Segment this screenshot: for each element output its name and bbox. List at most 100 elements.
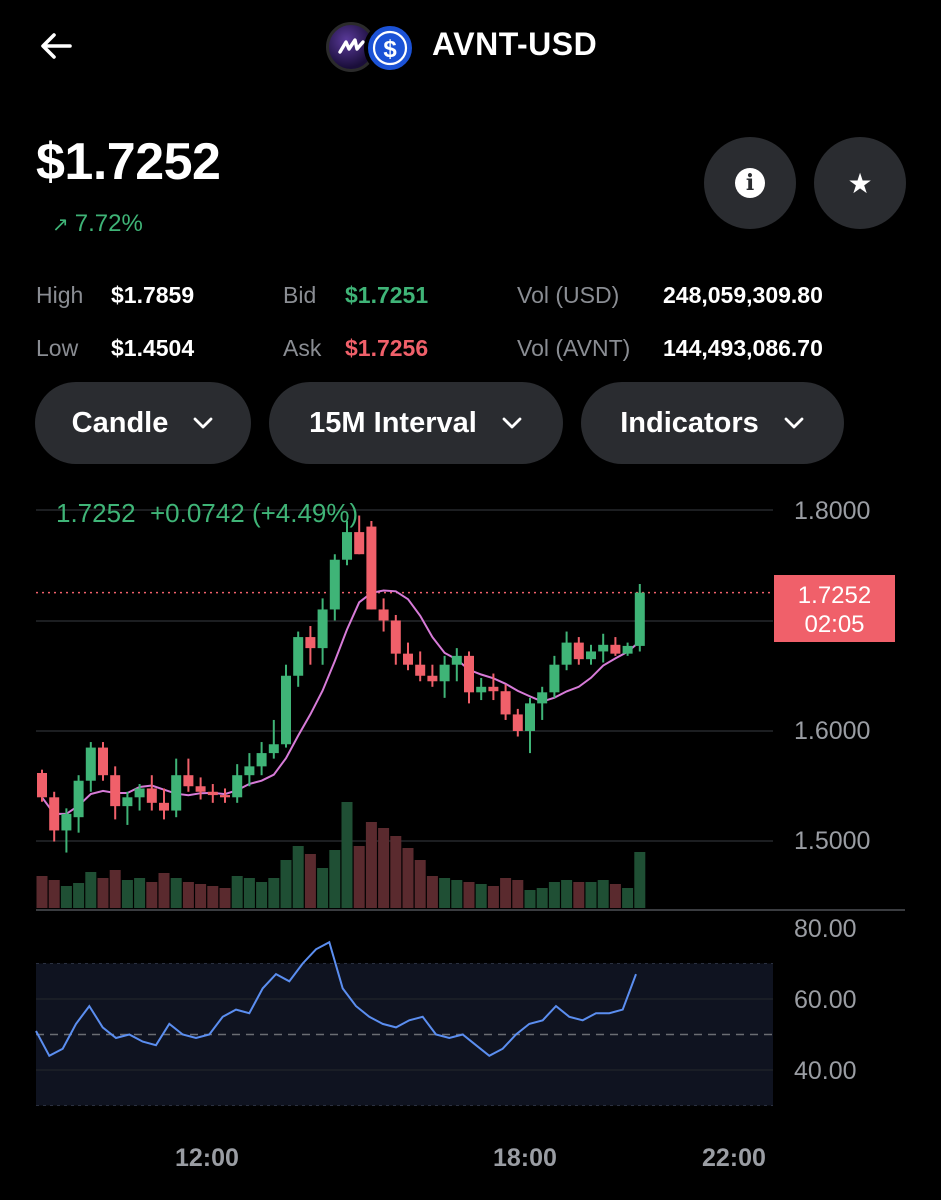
candle-up: [232, 775, 243, 798]
volume-bar: [207, 886, 219, 908]
candle-down: [512, 714, 523, 731]
favorite-button[interactable]: ★: [814, 137, 906, 229]
volume-bar: [231, 876, 243, 908]
volume-bar: [109, 870, 121, 908]
vol-avnt-value: 144,493,086.70: [663, 335, 823, 361]
chevron-down-icon: [784, 417, 804, 429]
current-price: $1.7252: [36, 133, 221, 191]
candle-down: [195, 786, 206, 792]
ohlc-last: 1.7252: [56, 498, 136, 528]
chart-type-dropdown[interactable]: Candle: [35, 382, 251, 464]
volume-bar: [609, 884, 621, 908]
osc-tick-label: 60.00: [794, 986, 857, 1014]
candle-up: [244, 766, 255, 776]
candle-up: [171, 775, 182, 811]
candle-up: [61, 813, 72, 831]
candle-up: [476, 686, 487, 693]
candle-up: [281, 675, 291, 745]
chevron-down-icon: [193, 417, 213, 429]
pair-title: AVNT-USD: [432, 26, 598, 62]
candle-down: [427, 675, 438, 682]
volume-bar: [60, 886, 72, 908]
price-chart[interactable]: [0, 490, 941, 1190]
volume-bar: [268, 878, 280, 908]
volume-bar: [243, 878, 255, 908]
volume-bar: [439, 878, 451, 908]
dollar-coin-icon: $: [364, 22, 416, 74]
candle-down: [390, 620, 401, 654]
oscillator-series: [35, 940, 637, 1058]
vol-usd-value: 248,059,309.80: [663, 282, 823, 308]
candle-down: [146, 788, 157, 803]
volume-bar: [134, 878, 146, 908]
volume-bar: [426, 876, 438, 908]
candle-down: [378, 609, 389, 621]
candle-up: [134, 788, 145, 798]
candle-down: [207, 791, 218, 796]
volume-bar: [451, 880, 463, 908]
info-icon: i: [735, 168, 765, 198]
volume-bar: [524, 890, 536, 908]
candle-up: [268, 744, 279, 754]
candle-down: [110, 775, 121, 807]
ask-label: Ask: [283, 335, 322, 361]
ohlc-pct: (+4.49%): [251, 498, 359, 528]
back-button[interactable]: [36, 26, 88, 68]
volume-bar: [292, 846, 304, 908]
volume-bar: [195, 884, 207, 908]
volume-bar: [36, 876, 48, 908]
candle-up: [293, 637, 304, 676]
volume-bar: [329, 850, 341, 908]
bid-label: Bid: [283, 282, 317, 308]
low-label: Low: [36, 335, 79, 361]
candle-up: [256, 753, 267, 767]
candles: [37, 515, 645, 853]
volume-bar: [634, 852, 646, 908]
y-tick-label: 1.8000: [794, 497, 871, 525]
candle-up: [122, 797, 133, 807]
low-value: $1.4504: [111, 335, 195, 361]
volume-bar: [73, 883, 85, 908]
osc-tick-label: 80.00: [794, 915, 857, 943]
candle-up: [73, 780, 84, 818]
svg-text:$: $: [383, 36, 397, 63]
price-change: ↗ 7.72%: [52, 210, 143, 238]
oscillator-panel: [36, 963, 773, 1106]
y-tick-label: 1.5000: [794, 827, 871, 855]
volume-bar: [280, 860, 292, 908]
candle-down: [403, 653, 413, 665]
candle-up: [85, 747, 96, 781]
info-button[interactable]: i: [704, 137, 796, 229]
candle-down: [220, 795, 230, 798]
volume-bar: [561, 880, 573, 908]
volume-bar: [402, 848, 414, 908]
volume-bar: [585, 882, 597, 908]
indicators-dropdown[interactable]: Indicators: [581, 382, 844, 464]
interval-dropdown[interactable]: 15M Interval: [269, 382, 563, 464]
candle-down: [159, 802, 169, 811]
ohlc-readout: 1.7252 +0.0742 (+4.49%): [56, 498, 358, 529]
candle-down: [354, 532, 365, 555]
candle-down: [366, 526, 377, 610]
volume-bar: [256, 882, 268, 908]
vol-avnt-label: Vol (AVNT): [517, 335, 631, 361]
ma-line: [41, 589, 641, 815]
volume-bar: [48, 880, 60, 908]
arrow-up-right-icon: ↗: [52, 214, 69, 236]
chart-grid: [36, 509, 905, 911]
volume-bar: [317, 868, 329, 908]
candle-up: [622, 645, 633, 654]
volume-bar: [158, 873, 170, 908]
candle-up: [342, 532, 352, 560]
volume-bar: [219, 888, 231, 908]
candle-up: [598, 644, 609, 652]
high-value: $1.7859: [111, 282, 195, 308]
volume-bar: [512, 880, 524, 908]
volume-bar: [390, 836, 402, 908]
volume-bar: [573, 882, 585, 908]
price-tag-value: 1.7252: [797, 582, 872, 609]
volume-bar: [500, 878, 512, 908]
volume-bar: [548, 882, 560, 908]
current-price-tag: 1.7252 02:05: [774, 575, 895, 642]
interval-label: 15M Interval: [309, 406, 477, 439]
